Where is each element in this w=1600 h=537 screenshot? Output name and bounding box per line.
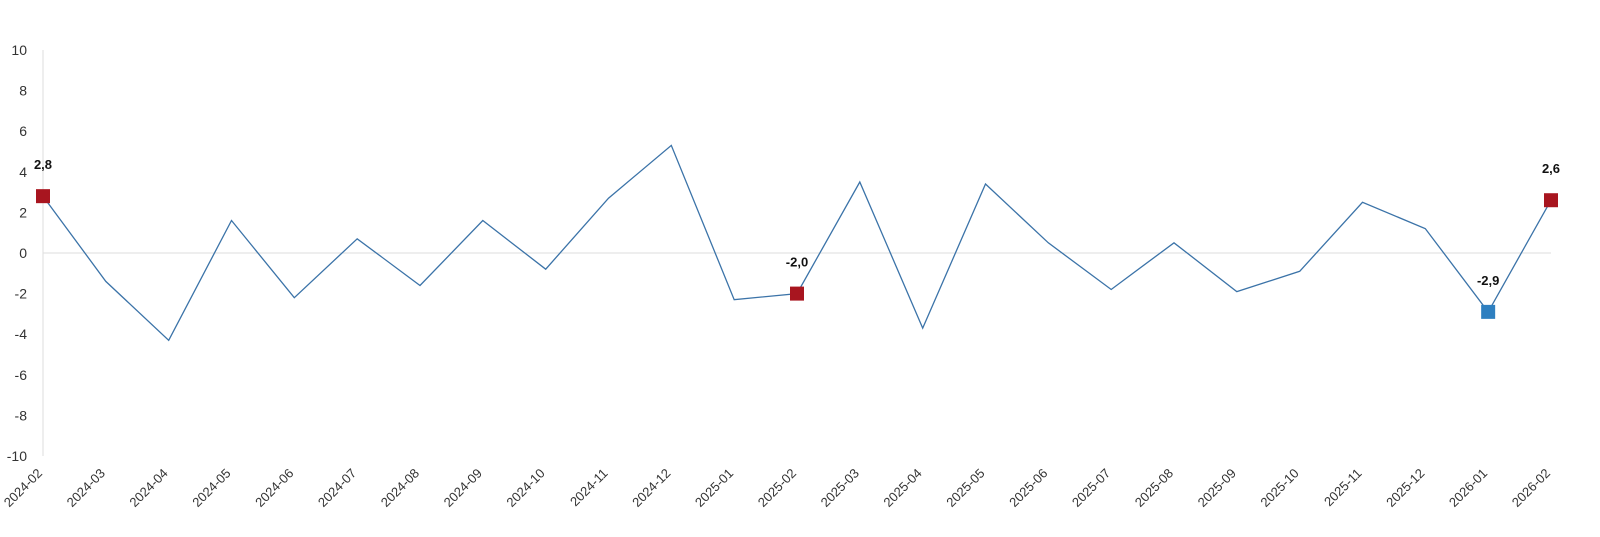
- x-tick-label: 2024-10: [503, 466, 547, 510]
- x-tick-label: 2025-05: [943, 466, 987, 510]
- y-tick-label: -8: [15, 407, 28, 423]
- series-lines: [42, 144, 1552, 342]
- x-axis-ticks: 2024-02 2024-03 2024-04 2024-05 2024-06 2024-…: [1, 466, 1553, 510]
- x-tick-label: 2025-08: [1132, 466, 1176, 510]
- x-tick-label: 2024-05: [189, 466, 233, 510]
- y-tick-label: 0: [19, 245, 27, 261]
- x-tick-label: 2024-06: [252, 466, 296, 510]
- x-tick-label: 2024-08: [378, 466, 422, 510]
- data-label: -2,0: [786, 255, 808, 270]
- x-tick-label: 2025-06: [1006, 466, 1050, 510]
- x-tick-label: 2025-07: [1069, 466, 1113, 510]
- x-tick-label: 2024-07: [315, 466, 359, 510]
- x-tick-label: 2025-04: [880, 466, 924, 510]
- y-tick-label: -2: [15, 286, 28, 302]
- x-tick-label: 2025-10: [1257, 466, 1301, 510]
- series-line: [42, 144, 1552, 342]
- x-tick-label: 2024-11: [567, 466, 611, 510]
- x-tick-label: 2025-01: [692, 466, 736, 510]
- y-tick-label: -4: [15, 326, 28, 342]
- x-tick-label: 2025-12: [1383, 466, 1427, 510]
- y-tick-label: 10: [11, 42, 27, 58]
- highlight-markers: [36, 189, 1558, 319]
- x-tick-label: 2026-02: [1509, 466, 1553, 510]
- x-tick-label: 2024-03: [64, 466, 108, 510]
- x-tick-label: 2024-04: [126, 466, 170, 510]
- highlight-marker: [36, 189, 50, 204]
- data-label: 2,8: [34, 157, 52, 172]
- y-tick-label: -10: [7, 448, 27, 464]
- y-tick-label: -6: [15, 367, 28, 383]
- y-axis-ticks: 10 8 6 4 2 0 -2 -4 -6 -8 -10: [7, 42, 27, 464]
- x-tick-label: 2024-12: [629, 466, 673, 510]
- highlight-marker: [1481, 304, 1496, 319]
- x-tick-label: 2026-01: [1446, 466, 1490, 510]
- y-tick-label: 8: [19, 83, 27, 99]
- x-tick-label: 2025-09: [1195, 466, 1239, 510]
- x-tick-label: 2025-11: [1321, 466, 1365, 510]
- data-labels: 2,8 -2,0 -2,9 2,6: [34, 157, 1560, 288]
- highlight-marker: [1544, 193, 1558, 208]
- highlight-marker: [790, 286, 804, 301]
- x-tick-label: 2025-03: [818, 466, 862, 510]
- data-label: -2,9: [1477, 273, 1499, 288]
- data-label: 2,6: [1542, 161, 1560, 176]
- x-tick-label: 2024-09: [441, 466, 485, 510]
- y-tick-label: 6: [19, 123, 27, 139]
- y-tick-label: 4: [19, 164, 27, 180]
- y-tick-label: 2: [19, 204, 27, 220]
- x-tick-label: 2025-02: [755, 466, 799, 510]
- x-tick-label: 2024-02: [1, 466, 45, 510]
